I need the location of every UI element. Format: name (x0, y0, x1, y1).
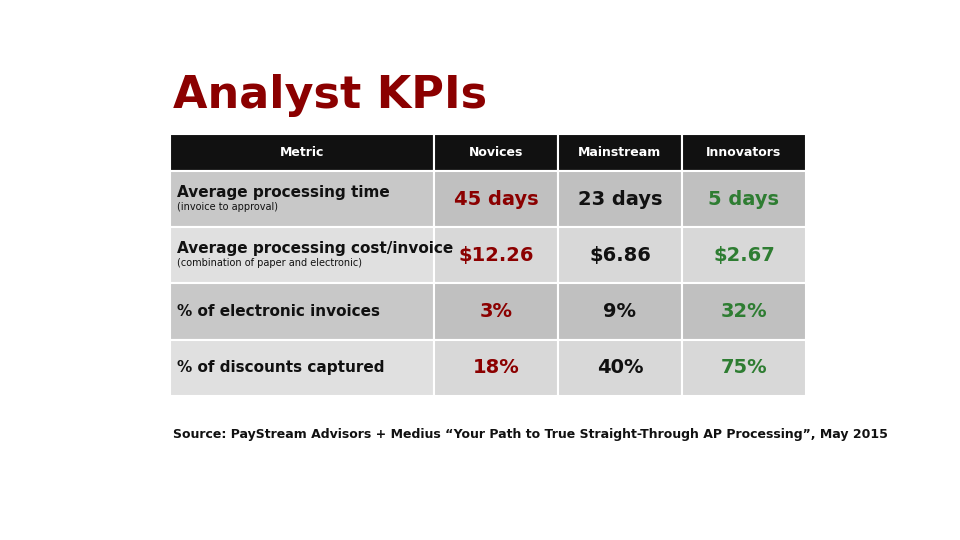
Bar (558, 227, 682, 284)
Text: Average processing time: Average processing time (177, 185, 390, 200)
Text: 3%: 3% (480, 302, 513, 321)
Bar (434, 171, 558, 227)
Text: 9%: 9% (604, 302, 636, 321)
Text: 18%: 18% (472, 359, 519, 377)
Text: $6.86: $6.86 (589, 246, 651, 265)
Bar (434, 284, 558, 340)
Text: Metric: Metric (280, 146, 324, 159)
Bar (170, 134, 434, 171)
Bar (558, 340, 682, 396)
Text: 32%: 32% (721, 302, 767, 321)
Text: % of discounts captured: % of discounts captured (177, 360, 384, 375)
Text: $2.67: $2.67 (713, 246, 775, 265)
Bar (170, 340, 434, 396)
Text: Mainstream: Mainstream (578, 146, 661, 159)
Bar (434, 134, 558, 171)
Bar (682, 340, 805, 396)
Text: 75%: 75% (721, 359, 767, 377)
Text: Source: PayStream Advisors + Medius “Your Path to True Straight-Through AP Proce: Source: PayStream Advisors + Medius “You… (173, 428, 888, 441)
Text: 5 days: 5 days (708, 190, 780, 208)
Bar (434, 227, 558, 284)
Text: 40%: 40% (597, 359, 643, 377)
Text: Analyst KPIs: Analyst KPIs (173, 74, 487, 117)
Text: 23 days: 23 days (578, 190, 662, 208)
Text: Average processing cost/invoice: Average processing cost/invoice (177, 241, 453, 256)
Bar (434, 340, 558, 396)
Bar (558, 171, 682, 227)
Bar (682, 134, 805, 171)
Text: Innovators: Innovators (707, 146, 781, 159)
Bar (170, 171, 434, 227)
Text: % of electronic invoices: % of electronic invoices (177, 304, 379, 319)
Text: 45 days: 45 days (454, 190, 539, 208)
Text: $12.26: $12.26 (458, 246, 534, 265)
Bar (682, 227, 805, 284)
Bar (558, 284, 682, 340)
Text: Novices: Novices (468, 146, 523, 159)
Bar (170, 227, 434, 284)
Text: (invoice to approval): (invoice to approval) (177, 202, 277, 212)
Bar (682, 171, 805, 227)
Bar (682, 284, 805, 340)
Bar (170, 284, 434, 340)
Text: (combination of paper and electronic): (combination of paper and electronic) (177, 258, 362, 268)
Bar (558, 134, 682, 171)
